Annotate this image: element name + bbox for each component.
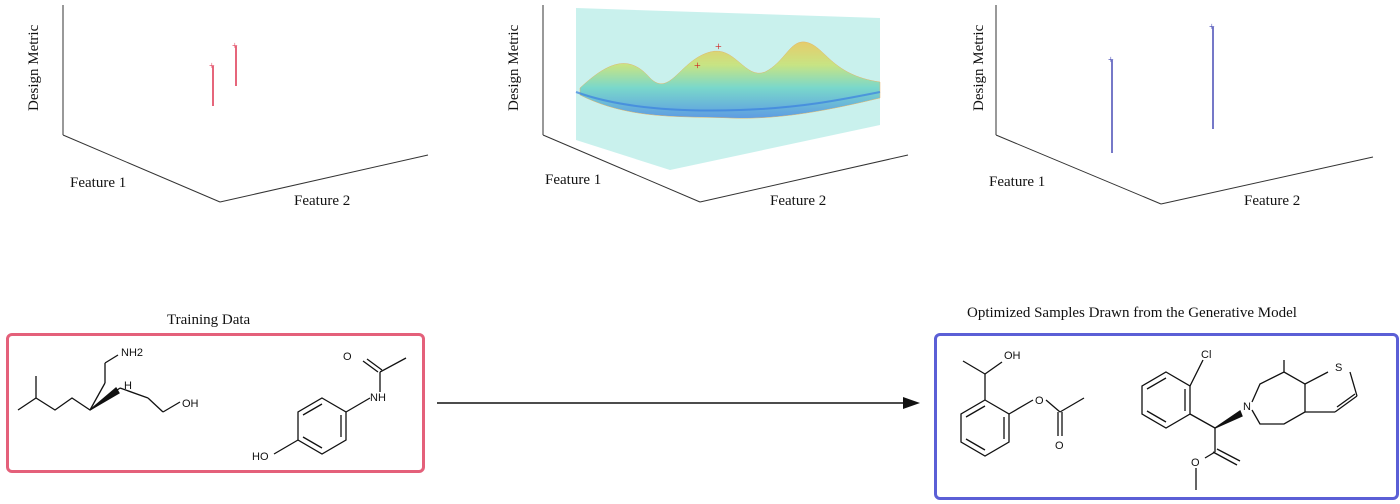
training-plot-axes: + + bbox=[62, 5, 429, 203]
surface-mesh bbox=[579, 41, 881, 119]
svg-text:+: + bbox=[1108, 55, 1114, 66]
generation-arrow bbox=[437, 397, 920, 409]
training-molecule-2 bbox=[273, 357, 407, 455]
opt-mol2-o-label: O bbox=[1191, 457, 1200, 469]
x-axis-label-feature-2: Feature 2 bbox=[1244, 193, 1301, 209]
optimized-plot-axes: + + bbox=[995, 5, 1374, 205]
svg-text:+: + bbox=[1209, 22, 1215, 33]
training-molecule-1 bbox=[17, 354, 181, 413]
x-axis-label-feature-1: Feature 1 bbox=[70, 175, 127, 191]
mol2-o-label: O bbox=[343, 351, 352, 363]
opt-mol2-n-label: N bbox=[1243, 401, 1251, 413]
opt-mol1-o1-label: O bbox=[1035, 395, 1044, 407]
x-axis-label-feature-1: Feature 1 bbox=[989, 174, 1046, 190]
surface-sample-marker-1: + bbox=[694, 58, 701, 72]
optimized-molecule-2 bbox=[1141, 359, 1358, 490]
optimized-point-1: + bbox=[1108, 55, 1114, 153]
svg-text:+: + bbox=[232, 41, 238, 52]
training-point-2: + bbox=[232, 41, 238, 86]
opt-mol1-oh-label: OH bbox=[1004, 350, 1021, 362]
x-axis-label-feature-2: Feature 2 bbox=[770, 193, 827, 209]
mol1-oh-label: OH bbox=[182, 398, 199, 410]
opt-mol2-cl-label: Cl bbox=[1201, 349, 1211, 361]
x-axis-label-feature-2: Feature 2 bbox=[294, 193, 351, 209]
surface-sample-marker-2: + bbox=[715, 39, 722, 53]
training-data-plot: + + Design Metric Feature 1 Feature 2 bbox=[0, 0, 466, 230]
training-data-box bbox=[6, 333, 425, 473]
optimized-samples-title: Optimized Samples Drawn from the Generat… bbox=[967, 305, 1297, 321]
svg-text:+: + bbox=[209, 61, 215, 72]
optimized-samples-plot: + + Design Metric Feature 1 Feature 2 bbox=[933, 0, 1399, 230]
training-data-title: Training Data bbox=[167, 312, 251, 328]
mol1-h-label: H bbox=[124, 380, 132, 392]
opt-mol1-o2-label: O bbox=[1055, 440, 1064, 452]
optimized-molecule-1 bbox=[960, 360, 1085, 457]
optimized-point-2: + bbox=[1209, 22, 1215, 129]
training-point-1: + bbox=[209, 61, 215, 106]
x-axis-label-feature-1: Feature 1 bbox=[545, 172, 602, 188]
surface-plot-axes: + + bbox=[542, 5, 909, 203]
mol2-nh-label: NH bbox=[370, 392, 386, 404]
mol2-ho-label: HO bbox=[252, 451, 269, 463]
opt-mol2-s-label: S bbox=[1335, 362, 1342, 374]
mol1-nh2-label: NH2 bbox=[121, 347, 143, 359]
optimized-samples-box bbox=[934, 333, 1399, 500]
generative-model-surface-plot: + + Design Metric Feature 1 Feature 2 bbox=[480, 0, 946, 230]
